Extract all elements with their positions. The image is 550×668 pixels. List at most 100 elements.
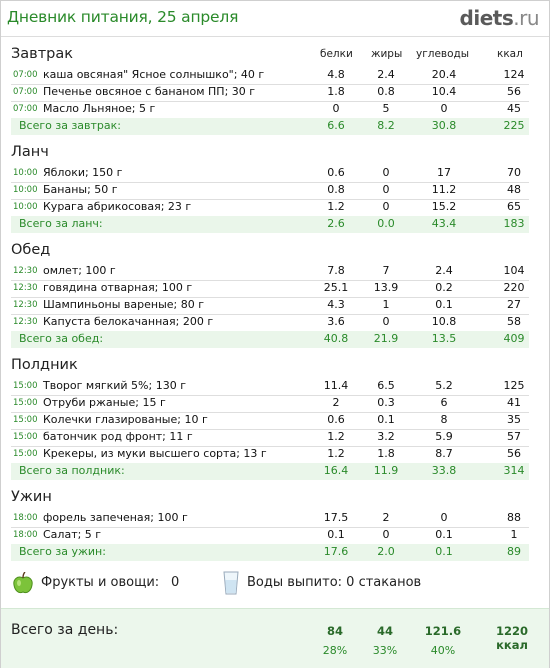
meal-title: Ужин xyxy=(11,489,52,505)
water-glass-icon xyxy=(223,571,239,595)
meal-total-kcal: 409 xyxy=(503,332,525,345)
food-kcal: 27 xyxy=(507,298,521,311)
food-row[interactable]: 10:00 Яблоки; 150 г 0.6 0 17 70 xyxy=(11,165,529,183)
food-name[interactable]: Творог мягкий 5%; 130 г xyxy=(43,379,186,392)
meal-total-protein: 40.8 xyxy=(323,332,349,345)
food-name[interactable]: Яблоки; 150 г xyxy=(43,166,123,179)
food-row[interactable]: 18:00 Салат; 5 г 0.1 0 0.1 1 xyxy=(11,527,529,545)
food-name[interactable]: каша овсяная" Ясное солнышко"; 40 г xyxy=(43,68,265,81)
food-row[interactable]: 15:00 Творог мягкий 5%; 130 г 11.4 6.5 5.2 12… xyxy=(11,378,529,396)
food-name[interactable]: Отруби ржаные; 15 г xyxy=(43,396,166,409)
food-name[interactable]: омлет; 100 г xyxy=(43,264,116,277)
food-kcal: 56 xyxy=(507,447,521,460)
food-time: 07:00 xyxy=(13,104,38,114)
food-carbs: 0 xyxy=(440,511,448,524)
column-header-fat: жиры xyxy=(371,48,403,60)
meal-total-protein: 16.4 xyxy=(323,464,349,477)
food-protein: 25.1 xyxy=(323,281,349,294)
column-header-protein: белки xyxy=(320,48,353,60)
meal-total-label: Всего за обед: xyxy=(19,332,104,345)
food-row[interactable]: 12:30 Капуста белокачанная; 200 г 3.6 0 10.8… xyxy=(11,314,529,332)
food-row[interactable]: 15:00 Отруби ржаные; 15 г 2 0.3 6 41 xyxy=(11,395,529,413)
meal-total-carbs: 43.4 xyxy=(431,217,457,230)
food-row[interactable]: 15:00 Крекеры, из муки высшего сорта; 13 … xyxy=(11,446,529,464)
meal-total-row: Всего за ланч: 2.6 0.0 43.4 183 xyxy=(11,216,529,233)
food-row[interactable]: 07:00 Печенье овсяное с бананом ПП; 30 г 1… xyxy=(11,84,529,102)
food-time: 10:00 xyxy=(13,185,38,195)
food-row[interactable]: 15:00 Колечки глазированые; 10 г 0.6 0.1 8 35 xyxy=(11,412,529,430)
food-carbs: 10.8 xyxy=(431,315,457,328)
food-fat: 7 xyxy=(382,264,390,277)
food-name[interactable]: Крекеры, из муки высшего сорта; 13 г xyxy=(43,447,267,460)
food-kcal: 57 xyxy=(507,430,521,443)
site-logo[interactable]: diets.ru xyxy=(459,6,540,30)
food-protein: 1.2 xyxy=(327,447,345,460)
day-total-label: Всего за день: xyxy=(11,622,119,638)
food-fat: 1.8 xyxy=(377,447,395,460)
food-time: 12:30 xyxy=(13,317,38,327)
meal-total-fat: 0.0 xyxy=(377,217,395,230)
food-carbs: 17 xyxy=(437,166,451,179)
meal-total-row: Всего за ужин: 17.6 2.0 0.1 89 xyxy=(11,544,529,561)
food-time: 12:30 xyxy=(13,283,38,293)
food-row[interactable]: 15:00 батончик род фронт; 11 г 1.2 3.2 5.9 57 xyxy=(11,429,529,447)
food-fat: 6.5 xyxy=(377,379,395,392)
food-name[interactable]: Курага абрикосовая; 23 г xyxy=(43,200,192,213)
food-kcal: 70 xyxy=(507,166,521,179)
meal-total-kcal: 314 xyxy=(503,464,525,477)
meal-total-protein: 2.6 xyxy=(327,217,345,230)
food-name[interactable]: Шампиньоны вареные; 80 г xyxy=(43,298,205,311)
food-name[interactable]: Капуста белокачанная; 200 г xyxy=(43,315,214,328)
food-kcal: 88 xyxy=(507,511,521,524)
food-time: 15:00 xyxy=(13,449,38,459)
food-carbs: 15.2 xyxy=(431,200,457,213)
food-kcal: 65 xyxy=(507,200,521,213)
food-row[interactable]: 10:00 Бананы; 50 г 0.8 0 11.2 48 xyxy=(11,182,529,200)
food-kcal: 125 xyxy=(503,379,525,392)
food-fat: 0.3 xyxy=(377,396,395,409)
logo-tld: .ru xyxy=(513,6,539,30)
food-name[interactable]: Печенье овсяное с бананом ПП; 30 г xyxy=(43,85,256,98)
meal-total-label: Всего за ужин: xyxy=(19,545,106,558)
food-row[interactable]: 12:30 говядина отварная; 100 г 25.1 13.9 0.2… xyxy=(11,280,529,298)
column-header-carbs: углеводы xyxy=(416,48,470,60)
food-fat: 0 xyxy=(382,166,390,179)
food-name[interactable]: Колечки глазированые; 10 г xyxy=(43,413,208,426)
food-time: 15:00 xyxy=(13,432,38,442)
food-time: 15:00 xyxy=(13,398,38,408)
food-row[interactable]: 12:30 Шампиньоны вареные; 80 г 4.3 1 0.1 27 xyxy=(11,297,529,315)
meal-total-kcal: 89 xyxy=(507,545,521,558)
food-row[interactable]: 12:30 омлет; 100 г 7.8 7 2.4 104 xyxy=(11,263,529,281)
logo-main: diets xyxy=(459,6,514,30)
food-name[interactable]: форель запеченая; 100 г xyxy=(43,511,188,524)
food-fat: 0 xyxy=(382,315,390,328)
meal-total-fat: 11.9 xyxy=(373,464,399,477)
food-carbs: 20.4 xyxy=(431,68,457,81)
food-name[interactable]: батончик род фронт; 11 г xyxy=(43,430,193,443)
food-fat: 0 xyxy=(382,200,390,213)
food-row[interactable]: 10:00 Курага абрикосовая; 23 г 1.2 0 15.2 65 xyxy=(11,199,529,217)
food-row[interactable]: 07:00 Масло Льняное; 5 г 0 5 0 45 xyxy=(11,101,529,119)
food-carbs: 5.2 xyxy=(435,379,453,392)
meal-title: Обед xyxy=(11,242,51,258)
page-title: Дневник питания, 25 апреля xyxy=(7,8,239,26)
food-name[interactable]: Салат; 5 г xyxy=(43,528,102,541)
food-carbs: 8 xyxy=(440,413,448,426)
food-name[interactable]: Бананы; 50 г xyxy=(43,183,118,196)
fruits-value: 0 xyxy=(171,575,180,590)
food-kcal: 35 xyxy=(507,413,521,426)
food-carbs: 0 xyxy=(440,102,448,115)
food-carbs: 8.7 xyxy=(435,447,453,460)
food-time: 15:00 xyxy=(13,415,38,425)
day-total-fat: 44 xyxy=(376,624,393,638)
food-kcal: 1 xyxy=(510,528,518,541)
food-name[interactable]: говядина отварная; 100 г xyxy=(43,281,193,294)
food-name[interactable]: Масло Льняное; 5 г xyxy=(43,102,156,115)
day-protein-percent: 28% xyxy=(322,644,348,657)
food-row[interactable]: 18:00 форель запеченая; 100 г 17.5 2 0 88 xyxy=(11,510,529,528)
food-protein: 1.2 xyxy=(327,200,345,213)
food-protein: 0 xyxy=(332,102,340,115)
food-time: 10:00 xyxy=(13,168,38,178)
food-row[interactable]: 07:00 каша овсяная" Ясное солнышко"; 40 г… xyxy=(11,67,529,85)
food-protein: 0.8 xyxy=(327,183,345,196)
